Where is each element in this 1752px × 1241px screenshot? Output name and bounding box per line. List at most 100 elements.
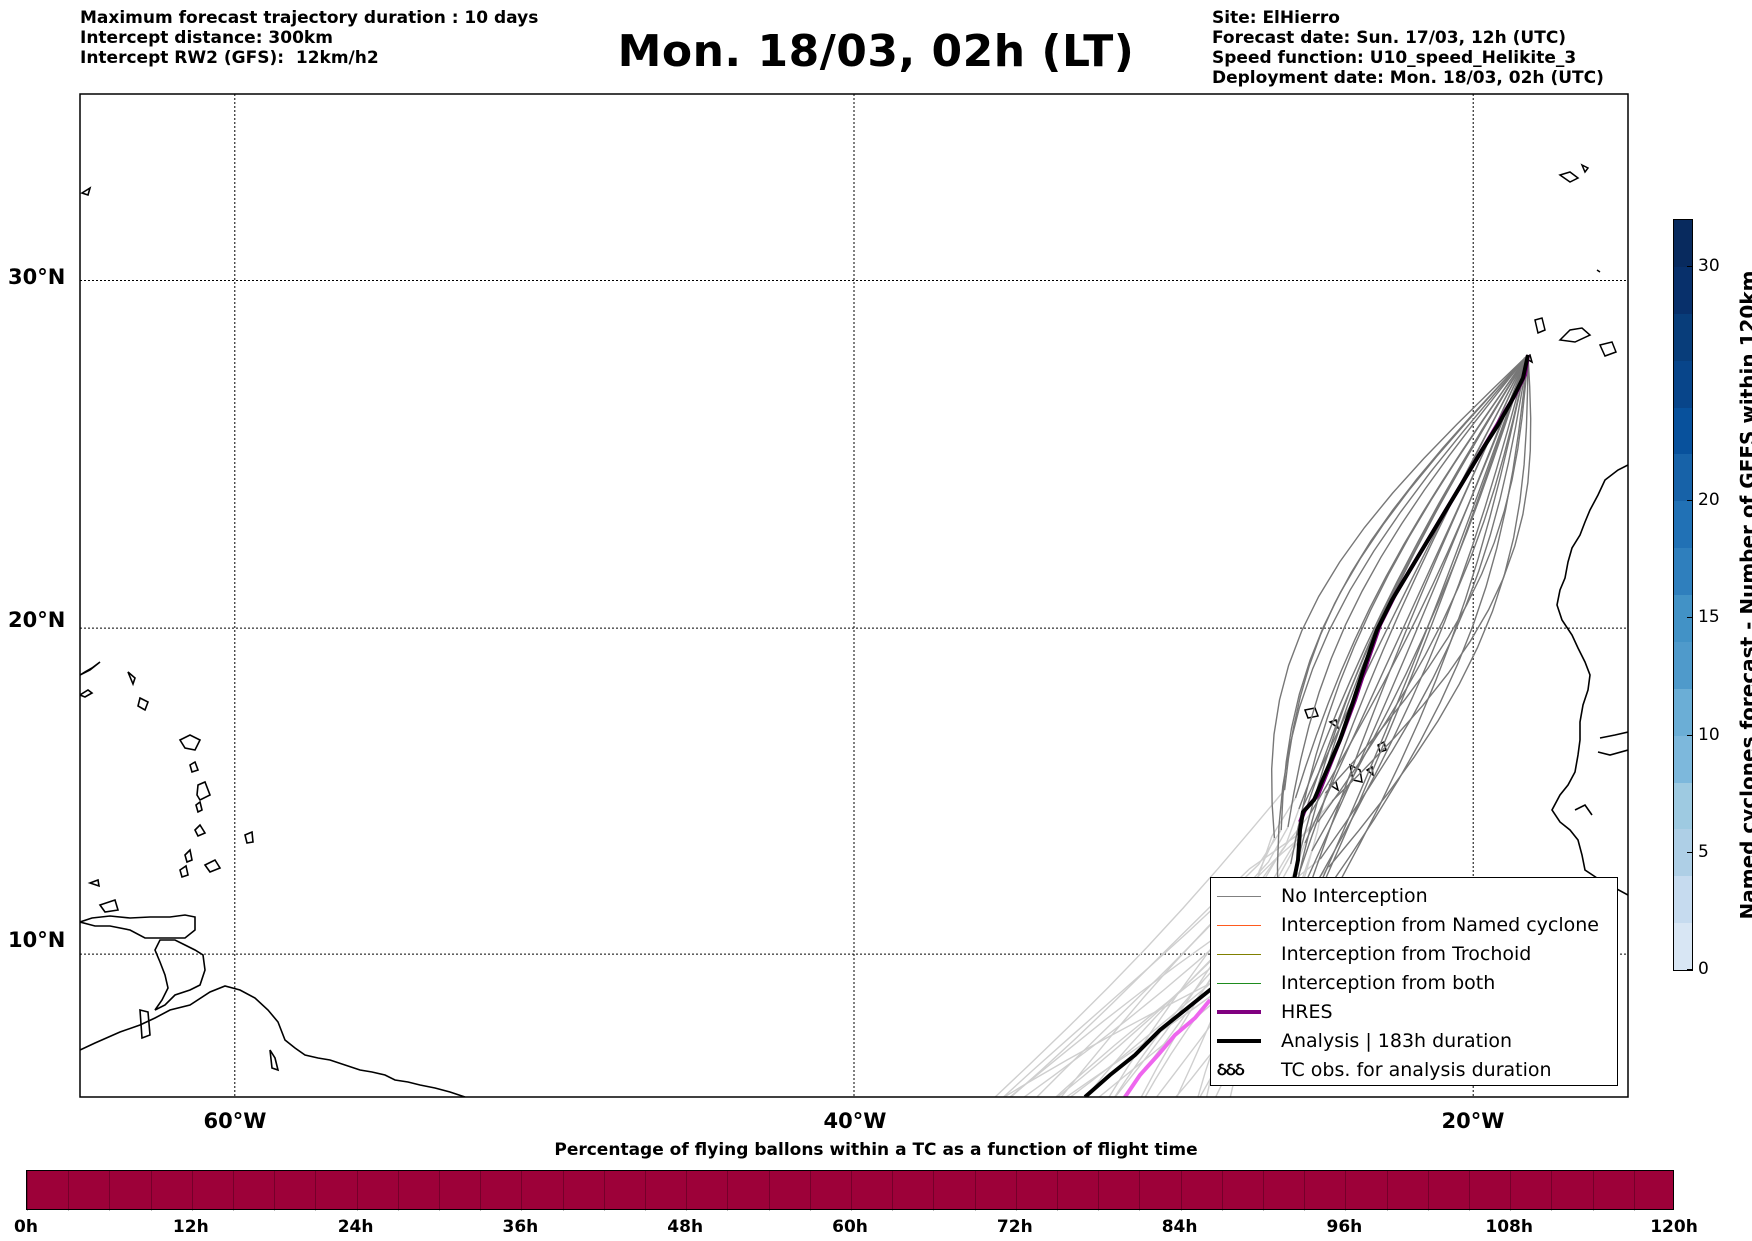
header-right-info: Site: ElHierro Forecast date: Sun. 17/03,…: [1212, 8, 1604, 88]
percentage-tick-label: 48h: [667, 1217, 704, 1237]
colorbar-segment: [1674, 782, 1692, 830]
lon-label-60w: 60°W: [204, 1109, 267, 1133]
legend-label: Interception from Trochoid: [1281, 943, 1532, 965]
legend: No Interception Interception from Named …: [1210, 877, 1618, 1086]
percentage-bar-division: [1180, 1171, 1182, 1211]
light-trajectory: [1002, 829, 1282, 1097]
legend-analysis: Analysis | 183h duration: [1217, 1028, 1512, 1054]
percentage-bar-division: [233, 1171, 234, 1211]
colorbar-segment: [1674, 876, 1692, 924]
percentage-bar-division: [851, 1171, 852, 1211]
grey-trajectory: [1331, 354, 1532, 802]
colorbar-tick-mark: [1687, 500, 1693, 502]
grey-trajectory: [1307, 354, 1529, 913]
colorbar-tick-label: 20: [1698, 490, 1720, 511]
colorbar-tick-mark: [1687, 969, 1693, 970]
colorbar-segment: [1674, 313, 1692, 361]
max-duration-text: Maximum forecast trajectory duration : 1…: [80, 8, 539, 28]
legend-label: Analysis | 183h duration: [1281, 1030, 1513, 1052]
percentage-bar-division: [521, 1171, 523, 1211]
colorbar-tick-label: 30: [1698, 255, 1720, 276]
light-trajectory: [1060, 821, 1319, 1097]
percentage-tick-label: 96h: [1326, 1217, 1363, 1237]
percentage-bar-division: [397, 1171, 399, 1211]
legend-no-interception: No Interception: [1217, 883, 1428, 909]
axis-labels: 30°N 20°N 10°N 60°W 40°W 20°W: [8, 265, 1504, 1133]
legend-line-icon: [1217, 895, 1261, 897]
percentage-tick-label: 0h: [14, 1217, 38, 1237]
colorbar-tick-mark: [1687, 734, 1693, 736]
grey-trajectory: [1319, 354, 1529, 860]
colorbar-segment: [1674, 923, 1692, 970]
colorbar-segment: [1674, 454, 1692, 502]
percentage-bar-division: [150, 1171, 152, 1211]
coastline-caribbean: [80, 186, 466, 1097]
percentage-bar-division: [1386, 1171, 1388, 1211]
percentage-bar-division: [1345, 1171, 1347, 1211]
colorbar-segment: [1674, 595, 1692, 642]
percentage-bar-division: [562, 1171, 564, 1211]
percentage-bar-title: Percentage of flying ballons within a TC…: [554, 1140, 1198, 1160]
percentage-bar-division: [1551, 1171, 1553, 1211]
percentage-bar-division: [933, 1171, 935, 1211]
grey-trajectory: [1294, 354, 1529, 799]
colorbar-tick-mark: [1687, 265, 1693, 267]
legend-line-icon: [1217, 924, 1261, 926]
grey-trajectory: [1309, 354, 1529, 815]
percentage-tick-label: 12h: [172, 1217, 209, 1237]
hres-trajectory-late: [1123, 998, 1212, 1097]
percentage-bar-division: [1304, 1171, 1306, 1211]
grey-trajectory: [1300, 354, 1529, 910]
lat-label-20: 20°N: [8, 608, 65, 632]
site-text: Site: ElHierro: [1212, 8, 1340, 28]
legend-label: HRES: [1281, 1001, 1333, 1023]
percentage-bar-division: [686, 1171, 688, 1211]
grey-trajectory: [1270, 354, 1529, 839]
colorbar-tick-label: 10: [1698, 724, 1720, 745]
percentage-tick-label: 108h: [1485, 1217, 1533, 1237]
percentage-bar-division: [974, 1171, 976, 1211]
percentage-bar-division: [439, 1171, 440, 1211]
legend-hres: HRES: [1217, 999, 1333, 1025]
lon-label-40w: 40°W: [824, 1109, 887, 1133]
percentage-bar-division: [645, 1171, 646, 1211]
legend-both: Interception from both: [1217, 970, 1495, 996]
colorbar-segment: [1674, 829, 1692, 877]
legend-named-cyclone: Interception from Named cyclone: [1217, 912, 1599, 938]
page-title: Mon. 18/03, 02h (LT): [617, 26, 1135, 77]
percentage-bar-division: [27, 1171, 28, 1211]
grey-trajectory: [1322, 354, 1529, 897]
percentage-bar: [26, 1170, 1674, 1211]
percentage-tick-label: 120h: [1650, 1217, 1698, 1237]
percentage-bar-division: [68, 1171, 70, 1211]
legend-tc-obs: ઠઠઠ TC obs. for analysis duration: [1217, 1057, 1552, 1083]
cyclone-symbol-icon: ઠઠઠ: [1217, 1060, 1245, 1080]
grey-trajectory: [1311, 354, 1529, 852]
legend-line-icon: [1217, 953, 1261, 955]
lon-label-20w: 20°W: [1442, 1109, 1505, 1133]
percentage-bar-division: [892, 1171, 894, 1211]
deployment-date-text: Deployment date: Mon. 18/03, 02h (UTC): [1212, 68, 1604, 88]
trajectories-no-interception: [1270, 354, 1532, 926]
legend-label: No Interception: [1281, 885, 1428, 907]
grey-trajectory: [1313, 354, 1529, 889]
percentage-bar-division: [1263, 1171, 1264, 1211]
percentage-bar-division: [274, 1171, 276, 1211]
percentage-bar-division: [356, 1171, 358, 1211]
legend-label: Interception from both: [1281, 972, 1496, 994]
colorbar-segment: [1674, 220, 1692, 267]
colorbar-segment: [1674, 501, 1692, 549]
colorbar-tick-mark: [1687, 851, 1693, 853]
percentage-tick-label: 36h: [502, 1217, 539, 1237]
percentage-bar-division: [1469, 1171, 1470, 1211]
legend-label: TC obs. for analysis duration: [1281, 1059, 1552, 1081]
colorbar-segment: [1674, 407, 1692, 455]
analysis-trajectory: [1083, 354, 1530, 1097]
legend-label: Interception from Named cyclone: [1281, 914, 1599, 936]
grey-trajectory: [1328, 354, 1529, 868]
percentage-bar-division: [1633, 1171, 1635, 1211]
legend-line-icon: [1217, 1010, 1261, 1014]
grey-trajectory: [1287, 354, 1529, 828]
colorbar-segment: [1674, 688, 1692, 736]
percentage-bar-division: [191, 1171, 193, 1211]
